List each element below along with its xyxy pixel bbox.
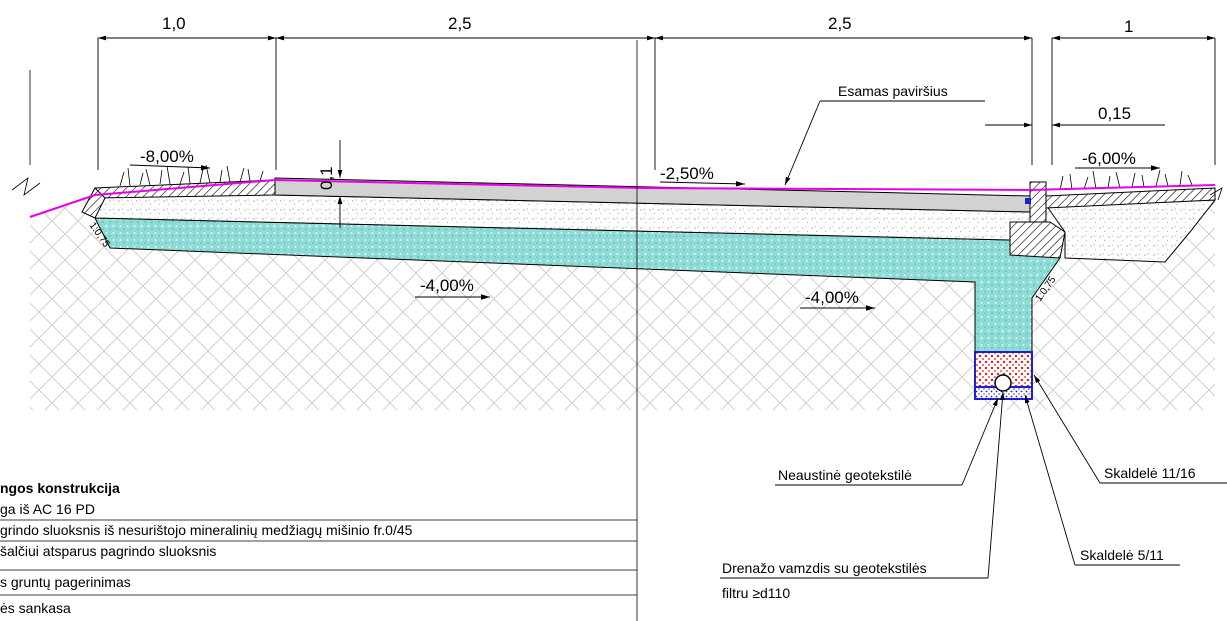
slope-left-shoulder: -8,00%	[140, 147, 194, 166]
curb-stone	[1029, 181, 1047, 227]
legend-row-3: šalčiui atsparus pagrindo sluoksnis	[0, 543, 216, 559]
slope-subgrade-right: -4,00%	[805, 288, 859, 307]
legend-row-4: s gruntų pagerinimas	[0, 574, 131, 590]
legend-table: ngos konstrukcija ga iš AC 16 PD grindo …	[0, 480, 637, 616]
dim-1: 1	[1124, 17, 1133, 36]
grass-left	[119, 164, 264, 187]
grass-right	[1059, 169, 1193, 191]
legend-row-5: ės sankasa	[0, 600, 71, 616]
legend-row-2: grindo sluoksnis iš nesurištojo minerali…	[0, 522, 413, 538]
label-geotextile: Neaustinė geotekstilė	[778, 467, 912, 483]
label-gravel-5-11: Skaldelė 5/11	[1080, 547, 1164, 563]
break-mark	[11, 177, 41, 196]
dim-2-5-left: 2,5	[448, 14, 472, 33]
dim-1-0: 1,0	[162, 14, 186, 33]
blue-marker	[1025, 198, 1031, 204]
right-shoulder-top	[1045, 187, 1216, 209]
slope-arrows	[129, 164, 1160, 311]
label-drain-pipe-2: filtru ≥d110	[722, 585, 790, 601]
callout-leaders	[720, 100, 1227, 579]
dim-2-5-right: 2,5	[828, 14, 852, 33]
legend-title: ngos konstrukcija	[0, 480, 120, 496]
slope-carriageway: -2,50%	[660, 164, 714, 183]
label-drain-pipe-1: Drenažo vamzdis su geotekstilės	[722, 560, 927, 576]
dim-0-1: 0,1	[317, 166, 336, 190]
slope-subgrade-left: -4,00%	[420, 276, 474, 295]
dimension-lines	[97, 35, 1216, 228]
drain-pipe	[994, 374, 1012, 392]
label-gravel-11-16: Skaldelė 11/16	[1104, 465, 1196, 481]
dim-0-15: 0,15	[1098, 104, 1131, 123]
legend-row-1: ga iš AC 16 PD	[0, 501, 95, 517]
curb-foundation	[1009, 221, 1066, 259]
slope-right-shoulder: -6,00%	[1082, 149, 1136, 168]
break-mark-right	[1209, 187, 1223, 201]
existing-surface-line	[29, 178, 1216, 218]
label-existing-surface: Esamas paviršius	[838, 83, 948, 99]
